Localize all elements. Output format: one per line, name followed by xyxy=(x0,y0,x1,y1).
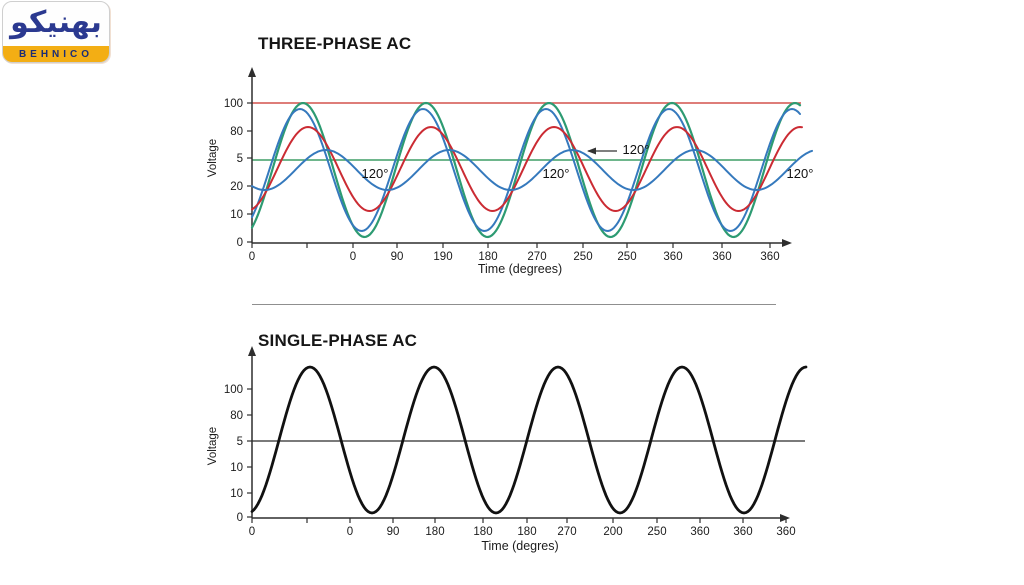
x-tick-label: 250 xyxy=(647,526,666,538)
x-tick-label: 0 xyxy=(350,251,356,263)
y-tick-label: 10 xyxy=(230,462,243,474)
logo-card: بهنیکو BEHNICO xyxy=(2,1,110,63)
phase-angle-annotation: 120° xyxy=(787,166,814,181)
x-tick-label: 360 xyxy=(776,526,795,538)
x-tick-label: 200 xyxy=(603,526,622,538)
y-axis-arrow-icon xyxy=(248,346,256,356)
y-tick-label: 20 xyxy=(230,181,243,193)
y-tick-label: 0 xyxy=(237,512,243,524)
series-single-phase xyxy=(250,365,808,515)
y-axis-arrow-icon xyxy=(248,67,256,77)
x-tick-label: 360 xyxy=(712,251,731,263)
y-tick-label: 80 xyxy=(230,126,243,138)
x-tick-label: 360 xyxy=(733,526,752,538)
logo-latin-text: BEHNICO xyxy=(18,48,94,60)
x-tick-label: 360 xyxy=(760,251,779,263)
x-tick-label: 270 xyxy=(557,526,576,538)
logo-persian-text: بهنیکو xyxy=(10,4,102,40)
single-phase-y-axis-title: Voltage xyxy=(207,426,219,466)
y-tick-label: 80 xyxy=(230,410,243,422)
x-tick-label: 360 xyxy=(690,526,709,538)
x-tick-label: 180 xyxy=(473,526,492,538)
phase-angle-annotation: 120° xyxy=(362,166,389,181)
annotation-arrowhead-icon xyxy=(587,147,596,155)
y-tick-label: 100 xyxy=(224,98,243,110)
y-tick-label: 10 xyxy=(230,209,243,221)
three-phase-title: THREE-PHASE AC xyxy=(258,34,412,53)
x-tick-label: 0 xyxy=(347,526,353,538)
x-tick-label: 360 xyxy=(663,251,682,263)
x-tick-label: 250 xyxy=(617,251,636,263)
series-phase-red xyxy=(251,125,803,213)
x-axis-arrow-icon xyxy=(780,514,790,522)
y-tick-label: 5 xyxy=(237,153,243,165)
series-phase-blue-large xyxy=(251,107,801,233)
x-tick-label: 0 xyxy=(249,526,255,538)
x-tick-label: 90 xyxy=(391,251,404,263)
y-tick-label: 100 xyxy=(224,384,243,396)
logo-bar: BEHNICO xyxy=(3,46,109,62)
section-divider xyxy=(252,304,776,305)
x-tick-label: 180 xyxy=(517,526,536,538)
x-tick-label: 180 xyxy=(425,526,444,538)
single-phase-x-axis-title: Time (degres) xyxy=(481,539,559,553)
three-phase-x-axis-title: Time (degrees) xyxy=(477,262,563,276)
x-tick-label: 0 xyxy=(249,251,255,263)
phase-angle-annotation: 120° xyxy=(543,166,570,181)
x-tick-label: 90 xyxy=(387,526,400,538)
y-tick-label: 5 xyxy=(237,436,243,448)
three-phase-y-axis-title: Voltage xyxy=(207,138,219,178)
single-phase-title: SINGLE-PHASE AC xyxy=(258,331,418,350)
phase-angle-annotation: 120° xyxy=(623,142,650,157)
behnico-logo: بهنیکو BEHNICO xyxy=(2,1,110,63)
series-phase-green xyxy=(250,101,802,239)
series-phase-blue-small xyxy=(251,148,813,192)
y-tick-label: 10 xyxy=(230,488,243,500)
x-axis-arrow-icon xyxy=(782,239,792,247)
y-tick-label: 0 xyxy=(237,237,243,249)
